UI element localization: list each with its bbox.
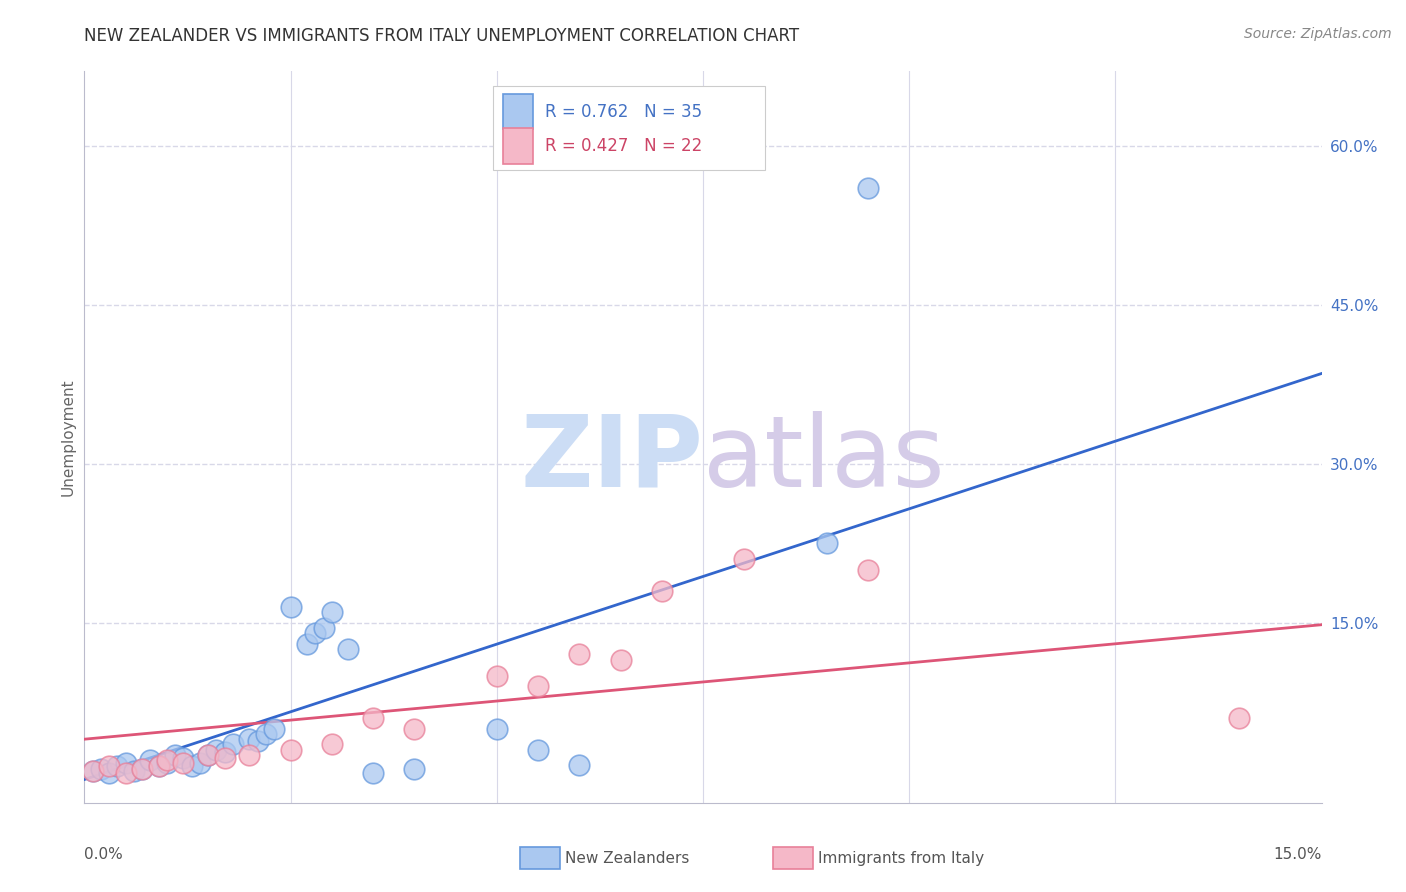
Text: Immigrants from Italy: Immigrants from Italy bbox=[818, 851, 984, 865]
Point bbox=[238, 748, 260, 763]
Text: R = 0.427   N = 22: R = 0.427 N = 22 bbox=[544, 137, 702, 155]
Y-axis label: Unemployment: Unemployment bbox=[60, 378, 76, 496]
Point bbox=[568, 757, 591, 772]
Point bbox=[222, 738, 245, 752]
Text: R = 0.762   N = 35: R = 0.762 N = 35 bbox=[544, 103, 702, 120]
Point bbox=[214, 745, 236, 759]
Point bbox=[205, 743, 228, 757]
Point bbox=[246, 734, 269, 748]
Point bbox=[527, 679, 550, 693]
Point bbox=[361, 711, 384, 725]
Point bbox=[1227, 711, 1250, 725]
Point bbox=[98, 758, 121, 772]
Point bbox=[98, 766, 121, 780]
Point bbox=[172, 756, 194, 770]
Text: NEW ZEALANDER VS IMMIGRANTS FROM ITALY UNEMPLOYMENT CORRELATION CHART: NEW ZEALANDER VS IMMIGRANTS FROM ITALY U… bbox=[84, 27, 800, 45]
Point bbox=[404, 722, 426, 736]
Point bbox=[82, 764, 104, 778]
Point bbox=[527, 743, 550, 757]
Point bbox=[856, 563, 879, 577]
Point bbox=[280, 599, 302, 614]
Point bbox=[263, 722, 285, 736]
Point bbox=[361, 766, 384, 780]
Text: ZIP: ZIP bbox=[520, 410, 703, 508]
Point bbox=[321, 738, 343, 752]
Point bbox=[131, 762, 153, 776]
Point bbox=[156, 753, 179, 767]
Point bbox=[148, 758, 170, 772]
Point bbox=[114, 756, 136, 770]
Point bbox=[856, 181, 879, 195]
Point bbox=[122, 764, 145, 778]
Point bbox=[180, 758, 202, 772]
Point bbox=[214, 751, 236, 765]
FancyBboxPatch shape bbox=[492, 86, 765, 170]
Point bbox=[312, 621, 335, 635]
Point bbox=[156, 756, 179, 770]
Point bbox=[485, 668, 508, 682]
Point bbox=[90, 762, 112, 776]
Point bbox=[568, 648, 591, 662]
Point bbox=[105, 758, 128, 772]
Bar bbox=[502, 94, 533, 129]
Point bbox=[82, 764, 104, 778]
Point bbox=[321, 605, 343, 619]
Point bbox=[254, 727, 277, 741]
Point bbox=[337, 642, 360, 657]
Point bbox=[609, 653, 631, 667]
Text: New Zealanders: New Zealanders bbox=[565, 851, 689, 865]
Text: Source: ZipAtlas.com: Source: ZipAtlas.com bbox=[1244, 27, 1392, 41]
Point bbox=[139, 753, 162, 767]
Point bbox=[304, 626, 326, 640]
Point bbox=[131, 762, 153, 776]
Text: 0.0%: 0.0% bbox=[84, 847, 124, 862]
Point bbox=[148, 758, 170, 772]
Point bbox=[815, 536, 838, 550]
Point bbox=[485, 722, 508, 736]
Bar bbox=[502, 128, 533, 163]
Point bbox=[651, 583, 673, 598]
Point bbox=[197, 748, 219, 763]
Point bbox=[188, 756, 211, 770]
Point bbox=[172, 751, 194, 765]
Point bbox=[295, 637, 318, 651]
Text: atlas: atlas bbox=[703, 410, 945, 508]
Point bbox=[165, 748, 187, 763]
Point bbox=[238, 732, 260, 747]
Point bbox=[114, 766, 136, 780]
Text: 15.0%: 15.0% bbox=[1274, 847, 1322, 862]
Point bbox=[404, 762, 426, 776]
Point bbox=[280, 743, 302, 757]
Point bbox=[733, 552, 755, 566]
Point bbox=[197, 748, 219, 763]
